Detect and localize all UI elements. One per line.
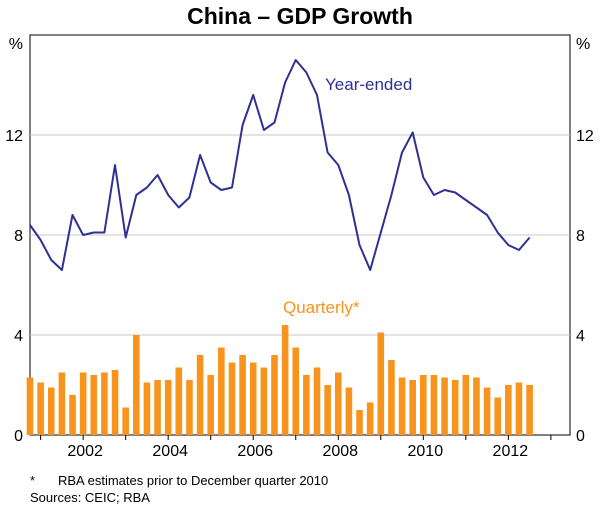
quarterly-bar [175,367,183,435]
quarterly-bar [239,355,246,435]
quarterly-bar [409,380,416,435]
x-tick-label: 2004 [152,443,188,460]
quarterly-bar [313,367,321,435]
quarterly-bar [37,382,44,435]
quarterly-bar [101,372,108,435]
quarterly-bar [292,347,300,435]
footnote: * RBA estimates prior to December quarter… [30,472,328,490]
quarterly-bar [462,375,470,435]
y-tick-label-right: 0 [576,428,585,445]
quarterly-bar [228,362,236,435]
footnote-marker: * [30,473,36,488]
quarterly-bar [79,372,87,435]
quarterly-bar [164,380,172,435]
year-ended-line [29,59,531,271]
y-tick-label-right: 12 [576,128,594,145]
x-tick-label: 2002 [67,443,103,460]
y-tick-label-left: 0 [14,428,23,445]
year-ended-line-group [29,59,531,271]
quarterly-bar [526,385,533,435]
quarterly-bar [430,375,438,435]
quarterly-label: Quarterly* [283,298,360,317]
quarterly-bar [69,395,76,435]
y-unit-right: % [576,36,590,53]
quarterly-bar [366,402,374,435]
x-tick-label: 2012 [493,443,529,460]
quarterly-bars [26,325,533,435]
y-tick-label-left: 4 [14,328,23,345]
quarterly-bar [303,375,310,435]
chart-title: China – GDP Growth [187,3,413,29]
quarterly-bar [334,372,342,435]
quarterly-bar [186,380,193,435]
quarterly-bar [26,377,34,435]
footnote-text: RBA estimates prior to December quarter … [58,473,329,488]
quarterly-bar [143,382,151,435]
y-tick-label-left: 12 [5,128,23,145]
quarterly-bar [47,387,55,435]
series-labels: Year-ended Quarterly* [283,75,412,317]
sources: Sources: CEIC; RBA [30,490,150,505]
quarterly-bar [249,362,257,435]
quarterly-bar [483,387,491,435]
y-tick-label-left: 8 [14,228,23,245]
quarterly-bar [388,360,395,435]
quarterly-bar [451,380,459,435]
quarterly-bar [281,325,289,435]
axes: 0 0 4 4 8 8 12 12% % 2002 2004 2006 2008 2010 2012 [5,36,594,460]
quarterly-bar [90,375,98,435]
quarterly-bar [515,382,523,435]
quarterly-bar [218,347,225,435]
quarterly-bar [324,385,331,435]
quarterly-bar [473,377,480,435]
quarterly-bar [420,375,427,435]
quarterly-bar [58,372,66,435]
quarterly-bar [377,332,385,435]
quarterly-bar [494,397,502,435]
y-unit-left: % [9,36,23,53]
quarterly-bar [207,375,215,435]
quarterly-bar [111,370,119,435]
quarterly-bar [505,385,512,435]
quarterly-bar [196,355,204,435]
quarterly-bar [441,377,448,435]
quarterly-bar [154,380,161,435]
y-tick-label-right: 4 [576,328,585,345]
year-ended-label: Year-ended [325,75,412,94]
quarterly-bar [260,367,268,435]
quarterly-bar [122,407,129,435]
gridlines [30,134,570,336]
x-tick-label: 2010 [408,443,444,460]
quarterly-bar [356,410,363,435]
quarterly-bar [345,387,353,435]
y-tick-label-right: 8 [576,228,585,245]
quarterly-bar [398,377,406,435]
x-tick-label: 2006 [237,443,273,460]
x-tick-label: 2008 [322,443,358,460]
quarterly-bar [133,335,140,435]
quarterly-bar [271,355,278,435]
